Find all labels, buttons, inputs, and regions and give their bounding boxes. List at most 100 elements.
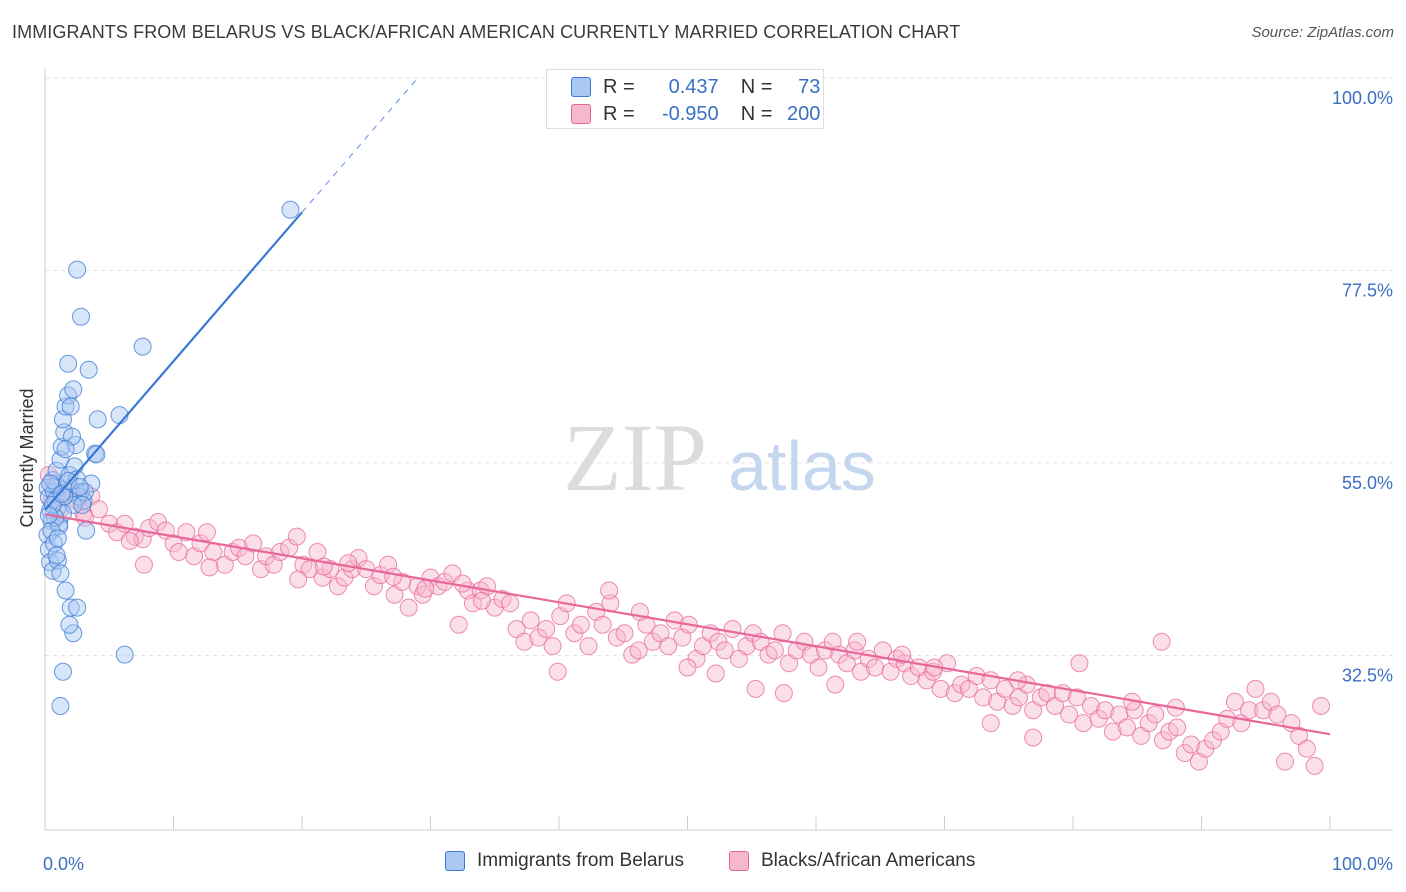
legend-label-black: Blacks/African Americans [761, 850, 976, 871]
pink-point [1060, 705, 1079, 724]
r-value: 0.437 [668, 75, 719, 98]
y-axis-label: Currently Married [17, 388, 37, 527]
pink-point [339, 554, 358, 573]
blue-point [41, 474, 60, 493]
pink-point [177, 523, 196, 542]
pink-point [521, 611, 540, 630]
blue-point [79, 360, 98, 379]
pink-point [765, 641, 784, 660]
n-value: 200 [787, 102, 821, 125]
pink-point [746, 679, 765, 698]
pink-point [120, 531, 139, 550]
blue-point [43, 471, 62, 490]
y-tick-label: 55.0% [1342, 473, 1393, 493]
blue-point [47, 546, 66, 565]
blue-point [66, 436, 85, 455]
pink-point [774, 684, 793, 703]
axes [44, 68, 1393, 831]
stats-legend-box: R = 0.437 N = 73 R = -0.950 N = 200 [546, 69, 824, 129]
pink-point [134, 555, 153, 574]
trend-lines [44, 77, 1331, 736]
pink-point [449, 615, 468, 634]
source-label: Source: ZipAtlas.com [1251, 24, 1394, 41]
legend-item-black[interactable]: Blacks/African Americans [729, 850, 975, 872]
pink-point [537, 619, 556, 638]
pink-point [1152, 632, 1171, 651]
pink-point [1225, 692, 1244, 711]
pink-point [571, 615, 590, 634]
pink-point [615, 624, 634, 643]
pink-point [826, 675, 845, 694]
pink-point [1297, 739, 1316, 758]
blue-point [61, 397, 80, 416]
pink-point [384, 567, 403, 586]
pink-point [773, 624, 792, 643]
stats-row-pink: R = -0.950 N = 200 [571, 101, 820, 127]
y-tick-label: 32.5% [1342, 666, 1393, 686]
y-tick-label: 77.5% [1342, 281, 1393, 301]
blue-point [56, 397, 75, 416]
x-tick-label: 100.0% [1332, 854, 1393, 874]
pink-point [1074, 714, 1093, 733]
pink-series-points [39, 465, 1331, 775]
pink-point [548, 662, 567, 681]
pink-swatch [571, 104, 591, 124]
bottom-legend: Immigrants from Belarus Blacks/African A… [0, 850, 1406, 880]
pink-point [629, 641, 648, 660]
r-label: R = [603, 75, 635, 98]
pink-point [809, 658, 828, 677]
blue-point [133, 337, 152, 356]
pink-point [1168, 718, 1187, 737]
n-value: 73 [798, 75, 821, 98]
blue-point [71, 307, 90, 326]
pink-point [600, 581, 619, 600]
pink-point [1103, 722, 1122, 741]
pink-point [974, 688, 993, 707]
watermark-zip: ZIP [563, 404, 707, 511]
blue-point [115, 645, 134, 664]
pink-point [501, 594, 520, 613]
legend-label-belarus: Immigrants from Belarus [477, 850, 684, 871]
pink-point [472, 591, 491, 610]
n-label: N = [740, 75, 773, 98]
blue-point [70, 477, 89, 496]
r-value: -0.950 [661, 102, 719, 125]
pink-point [289, 570, 308, 589]
pink-point [723, 619, 742, 638]
pink-point [678, 658, 697, 677]
blue-point [64, 624, 83, 643]
pink-point [1305, 756, 1324, 775]
blue-point [59, 386, 78, 405]
blue-point [77, 521, 96, 540]
blue-point [60, 615, 79, 634]
blue-point [73, 495, 92, 514]
pink-point [89, 500, 108, 519]
blue-series-points [38, 200, 300, 715]
stats-row-blue: R = 0.437 N = 73 [571, 74, 820, 100]
pink-point [364, 577, 383, 596]
pink-point [200, 558, 219, 577]
watermark: ZIP atlas [563, 404, 876, 511]
legend-swatch-blue [445, 851, 465, 871]
legend-swatch-pink [729, 851, 749, 871]
blue-point [56, 581, 75, 600]
pink-point [515, 632, 534, 651]
x-tick-label: 0.0% [43, 854, 84, 874]
pink-point [453, 574, 472, 593]
legend-item-belarus[interactable]: Immigrants from Belarus [445, 850, 684, 872]
pink-point [197, 523, 216, 542]
pink-point [706, 664, 725, 683]
pink-point [1070, 654, 1089, 673]
y-tick-labels: 100.0% 77.5% 55.0% 32.5% [1332, 88, 1393, 686]
blue-point [51, 696, 70, 715]
x-tick-labels: 0.0% 100.0% [43, 854, 1393, 874]
pink-point [1096, 701, 1115, 720]
pink-point [981, 714, 1000, 733]
blue-point [68, 260, 87, 279]
pink-point [169, 542, 188, 561]
pink-point [399, 598, 418, 617]
blue-point [88, 410, 107, 429]
pink-point [416, 579, 435, 598]
watermark-atlas: atlas [728, 427, 876, 505]
pink-point [1312, 696, 1331, 715]
